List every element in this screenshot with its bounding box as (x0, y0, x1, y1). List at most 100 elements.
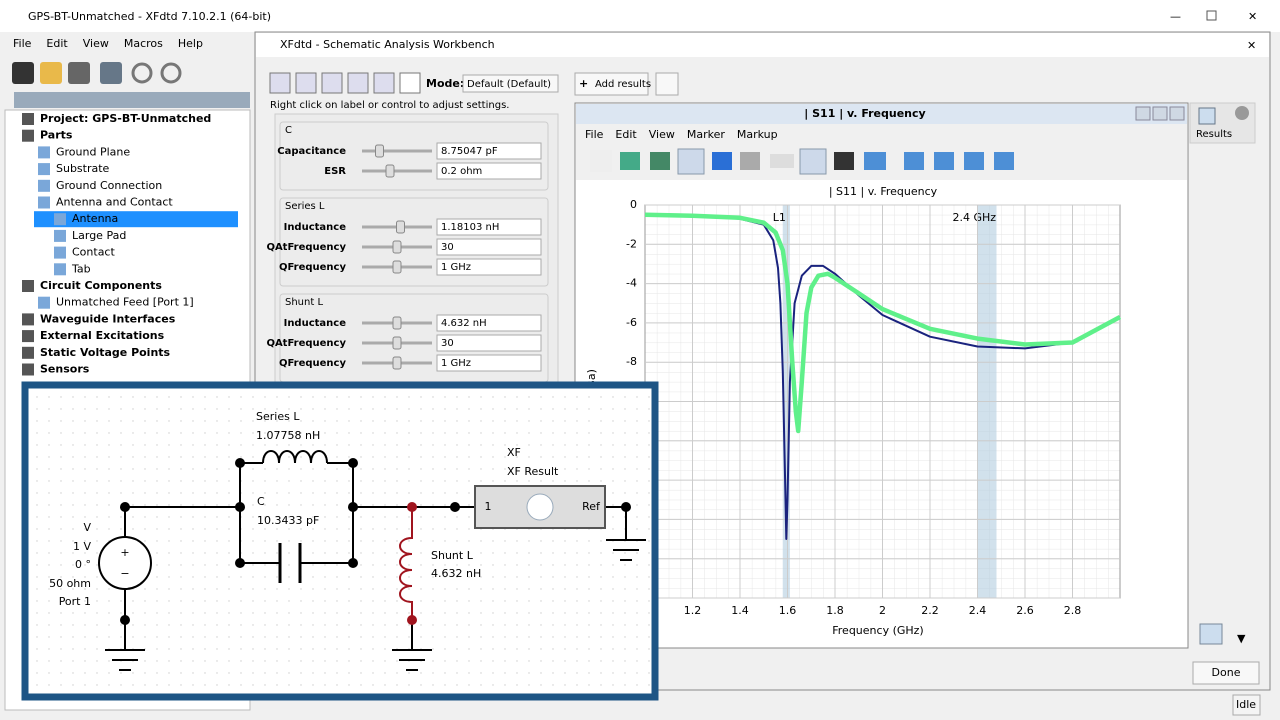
tree-item[interactable]: Static Voltage Points (40, 346, 171, 359)
tree-item[interactable]: Antenna (72, 212, 118, 225)
tree-item[interactable]: Antenna and Contact (56, 196, 173, 209)
xf-result-name: XF Result (507, 465, 559, 478)
tool-icon[interactable] (904, 152, 924, 170)
tool-icon[interactable] (934, 152, 954, 170)
value-field[interactable] (436, 218, 542, 236)
tool-icon[interactable] (834, 152, 854, 170)
tool-icon[interactable] (40, 62, 62, 84)
slider-thumb[interactable] (392, 316, 402, 330)
tree-item[interactable]: External Excitations (40, 329, 165, 342)
slider-thumb[interactable] (396, 220, 405, 234)
slider-thumb[interactable] (392, 336, 402, 350)
tree-item[interactable]: Circuit Components (40, 279, 162, 292)
plot-maximize[interactable] (1152, 106, 1168, 121)
results-close[interactable] (1235, 106, 1249, 120)
value-text: 8.75047 pF (441, 146, 498, 157)
slider-thumb[interactable] (375, 144, 384, 158)
tree-item[interactable]: Ground Plane (56, 145, 130, 158)
tool-icon[interactable] (650, 152, 670, 170)
source-resistance: 50 ohm (49, 577, 91, 590)
value-text: 4.632 nH (441, 318, 487, 329)
tool-icon[interactable] (655, 72, 679, 96)
tool-icon[interactable] (399, 72, 421, 94)
tree-item[interactable]: Waveguide Interfaces (40, 312, 176, 325)
tool-icon[interactable] (347, 72, 369, 94)
tree-item[interactable]: Parts (40, 129, 73, 142)
y-tick-label: -4 (626, 277, 637, 290)
tool-icon[interactable] (12, 62, 34, 84)
control-label: Inductance (284, 222, 347, 233)
tree-item[interactable]: Substrate (56, 162, 110, 175)
tool-icon[interactable] (964, 152, 984, 170)
tool-icon[interactable] (295, 72, 317, 94)
menu-item[interactable]: View (83, 37, 109, 50)
close[interactable]: ✕ (1248, 10, 1257, 23)
mode-select[interactable] (462, 74, 559, 93)
value-field[interactable] (436, 258, 542, 276)
tool-icon[interactable] (740, 152, 760, 170)
mode-label: Mode: (426, 77, 464, 90)
menu-item[interactable]: Macros (124, 37, 163, 50)
plot-window-title: | S11 | v. Frequency (804, 107, 925, 120)
maximize[interactable] (1206, 10, 1217, 21)
control-label: Capacitance (277, 146, 346, 157)
tool-icon[interactable] (373, 72, 395, 94)
value-field[interactable] (436, 314, 542, 332)
tree-item[interactable]: Large Pad (72, 229, 126, 242)
shunt-l-value: 4.632 nH (431, 567, 481, 580)
tree-item[interactable]: Project: GPS-BT-Unmatched (40, 112, 211, 125)
plot-toolbar (590, 148, 1014, 175)
tree-icon (22, 280, 34, 292)
tree-item[interactable]: Unmatched Feed [Port 1] (56, 296, 194, 309)
tool-icon[interactable] (269, 72, 291, 94)
add-results-button[interactable] (574, 72, 649, 96)
value-field[interactable] (436, 334, 542, 352)
tree-item[interactable]: Tab (71, 262, 91, 275)
slider-thumb[interactable] (392, 260, 402, 274)
tool-icon[interactable] (994, 152, 1014, 170)
plot-menu-item[interactable]: Markup (737, 128, 778, 141)
value-field[interactable] (436, 142, 542, 160)
menu-item[interactable]: Help (178, 37, 203, 50)
tool-icon[interactable] (100, 62, 122, 84)
menu-item[interactable]: File (13, 37, 32, 50)
slider-thumb[interactable] (392, 240, 402, 254)
tool-icon[interactable] (799, 148, 827, 175)
tree-item[interactable]: Ground Connection (56, 179, 162, 192)
tool-icon[interactable] (620, 152, 640, 170)
value-field[interactable] (436, 162, 542, 180)
dialog-close[interactable]: ✕ (1247, 39, 1256, 52)
tree-icon (38, 179, 50, 192)
done-button[interactable] (1192, 661, 1260, 685)
plot-minimize[interactable] (1135, 106, 1151, 121)
dropdown-arrow[interactable]: ▼ (1237, 632, 1246, 645)
layout-icon[interactable] (1199, 623, 1223, 645)
tree-item[interactable]: Sensors (40, 363, 90, 376)
control-label: QAtFrequency (266, 242, 346, 253)
slider-thumb[interactable] (392, 356, 402, 370)
tool-icon[interactable] (590, 150, 612, 172)
minimize[interactable]: — (1170, 10, 1181, 23)
value-field[interactable] (436, 238, 542, 256)
tool-icon[interactable] (321, 72, 343, 94)
tool-icon[interactable] (712, 152, 732, 170)
tool-icon[interactable] (160, 62, 182, 84)
x-tick-label: 2.4 (969, 604, 987, 617)
tool-icon[interactable] (864, 152, 886, 170)
plot-close[interactable] (1169, 106, 1185, 121)
view-toolbar[interactable] (14, 92, 250, 108)
tree-item[interactable]: Contact (72, 246, 115, 259)
tool-icon[interactable] (677, 148, 705, 175)
tool-icon[interactable] (68, 62, 90, 84)
plot-menu-item[interactable]: Marker (687, 128, 725, 141)
menu-item[interactable]: Edit (46, 37, 68, 50)
plot-menu-item[interactable]: View (649, 128, 675, 141)
control-label: Inductance (284, 318, 347, 329)
value-field[interactable] (436, 354, 542, 372)
control-label: QFrequency (279, 262, 347, 273)
tool-icon[interactable] (131, 62, 153, 84)
slider-thumb[interactable] (385, 164, 395, 178)
plot-menu-item[interactable]: File (585, 128, 604, 141)
tool-icon[interactable] (770, 154, 794, 168)
plot-menu-item[interactable]: Edit (615, 128, 637, 141)
